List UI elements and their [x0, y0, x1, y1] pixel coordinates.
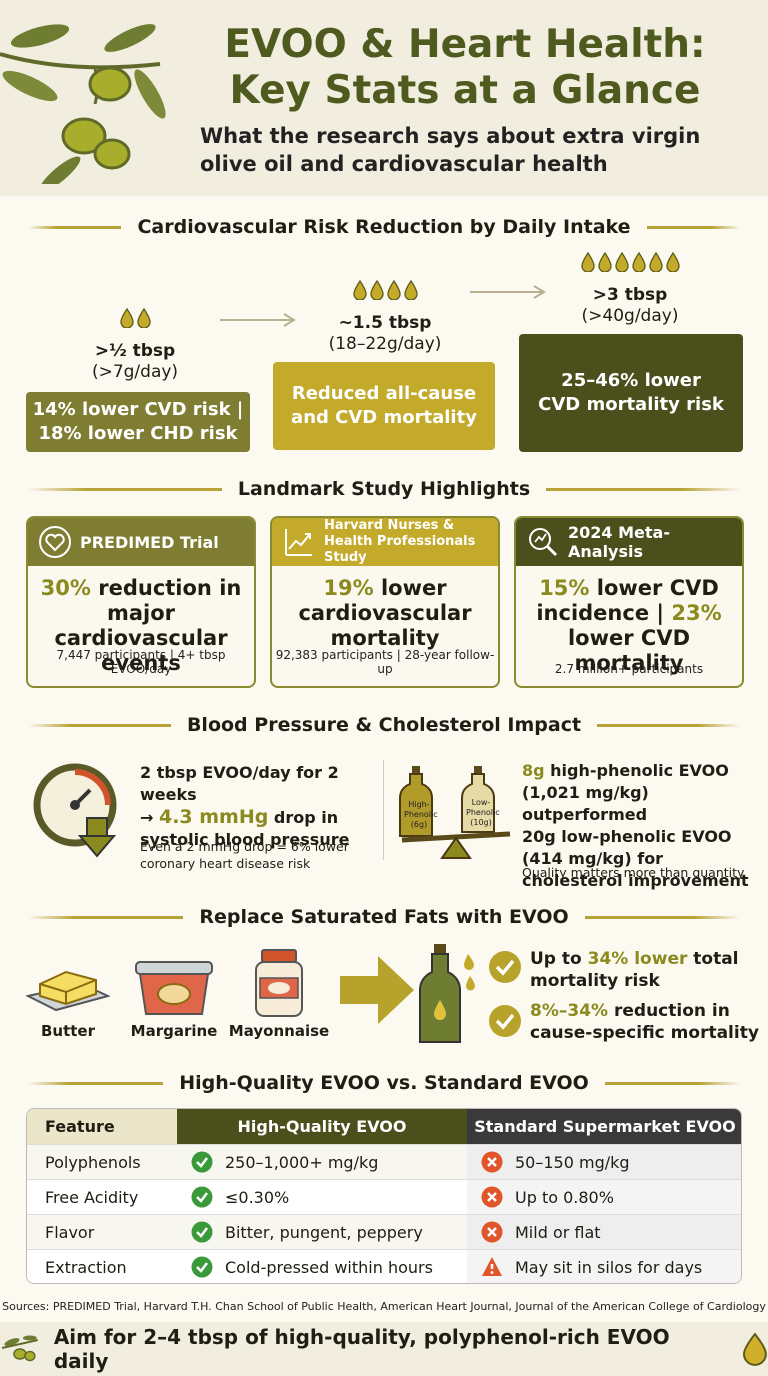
intake-amount-1: >½ tbsp — [94, 341, 176, 361]
oil-drop-icon — [352, 280, 367, 300]
oil-drop-icon — [386, 280, 401, 300]
intake-amount-2: ~1.5 tbsp — [338, 313, 432, 333]
comparison-table: Feature High-Quality EVOO Standard Super… — [26, 1108, 742, 1284]
oil-drop-icon — [743, 1332, 768, 1366]
study-result: 19% lower cardiovascular mortality — [298, 576, 472, 650]
heart-icon — [39, 526, 71, 558]
warning-icon — [482, 1257, 502, 1276]
check-circle-icon — [191, 1186, 213, 1208]
trend-chart-icon — [285, 529, 312, 556]
table-row: Extraction Cold-pressed within hours May… — [27, 1249, 741, 1283]
page-title: EVOO & Heart Health: Key Stats at a Glan… — [224, 22, 706, 113]
check-circle-icon — [191, 1221, 213, 1243]
check-circle-icon — [489, 1005, 521, 1037]
study-footer: 2.7 million+ participants — [554, 662, 704, 676]
drops-level-1 — [80, 308, 190, 328]
footer-text: Aim for 2–4 tbsp of high-quality, polyph… — [53, 1325, 670, 1373]
check-circle-icon — [191, 1151, 213, 1173]
intake-grams-3: (>40g/day) — [581, 306, 679, 326]
cholesterol-note: Quality matters more than quantity — [522, 865, 745, 880]
balance-scale-icon — [399, 766, 511, 859]
cholesterol-result-text: 8g high-phenolic EVOO (1,021 mg/kg) outp… — [522, 761, 749, 890]
bp-note: Even a 2 mmHg drop = 6% lower coronary h… — [140, 839, 349, 871]
check-circle-icon — [191, 1256, 213, 1278]
study-result: 30% reduction in major cardiovascular ev… — [40, 576, 242, 675]
gauge-icon — [33, 763, 117, 858]
oil-drop-icon — [614, 252, 629, 272]
section-heading-intake: Cardiovascular Risk Reduction by Daily I… — [0, 212, 768, 242]
food-label-margarine: Margarine — [130, 1022, 218, 1040]
study-footer: 7,447 participants | 4+ tbsp EVOO/day — [56, 648, 226, 676]
x-circle-icon — [481, 1221, 503, 1243]
x-circle-icon — [481, 1186, 503, 1208]
oil-drop-icon — [631, 252, 646, 272]
food-label-butter: Butter — [40, 1022, 96, 1040]
oil-drop-icon — [597, 252, 612, 272]
margarine-icon — [135, 961, 213, 1015]
benefit-total-mortality: Up to 34% lower total mortality risk — [530, 949, 739, 991]
arrow-right-icon — [220, 313, 296, 327]
oil-drop-icon — [403, 280, 418, 300]
study-card-meta-analysis: 2024 Meta-Analysis 15% lower CVD inciden… — [514, 516, 744, 688]
butter-icon — [26, 970, 110, 1012]
drops-level-2 — [330, 280, 440, 300]
footer-banner: Aim for 2–4 tbsp of high-quality, polyph… — [0, 1322, 768, 1376]
magnifier-chart-icon — [529, 528, 558, 557]
study-card-harvard: Harvard Nurses & Health Professionals St… — [270, 516, 500, 688]
oil-drop-icon — [580, 252, 595, 272]
table-row: Free Acidity ≤0.30% Up to 0.80% — [27, 1179, 741, 1215]
food-label-mayonnaise: Mayonnaise — [228, 1022, 330, 1040]
arrow-right-large-icon — [340, 956, 414, 1024]
arrow-right-icon — [470, 285, 546, 299]
olive-branch-icon — [0, 24, 166, 184]
bottle-label-high: High- Phenolic (6g) — [404, 800, 438, 829]
oil-drop-icon — [136, 308, 151, 328]
study-name: PREDIMED Trial — [80, 532, 219, 552]
study-result: 15% lower CVD incidence | 23% lower CVD … — [536, 576, 722, 675]
intake-grams-2: (18–22g/day) — [328, 334, 442, 354]
risk-box-level-3: 25–46% lower CVD mortality risk — [519, 334, 743, 452]
page-subtitle: What the research says about extra virgi… — [200, 124, 701, 176]
intake-amount-3: >3 tbsp — [592, 285, 668, 305]
oil-drop-icon — [665, 252, 680, 272]
oil-drop-icon — [369, 280, 384, 300]
study-name: 2024 Meta-Analysis — [568, 523, 670, 561]
section-heading-studies: Landmark Study Highlights — [0, 474, 768, 504]
bp-result-text: 2 tbsp EVOO/day for 2 weeks → 4.3 mmHg d… — [140, 763, 350, 849]
section-heading-bp: Blood Pressure & Cholesterol Impact — [0, 710, 768, 740]
bottle-label-low: Low- Phenolic (10g) — [466, 798, 500, 827]
divider — [383, 760, 384, 860]
benefit-cause-specific: 8%–34% reduction in cause-specific morta… — [530, 1001, 759, 1043]
oil-drop-icon — [119, 308, 134, 328]
study-name: Harvard Nurses & Health Professionals St… — [324, 518, 476, 565]
table-row: Polyphenols 250–1,000+ mg/kg 50–150 mg/k… — [27, 1144, 741, 1180]
sources-note: Sources: PREDIMED Trial, Harvard T.H. Ch… — [2, 1300, 766, 1313]
x-circle-icon — [481, 1151, 503, 1173]
drops-level-3 — [560, 252, 700, 272]
section-heading-comparison: High-Quality EVOO vs. Standard EVOO — [0, 1068, 768, 1098]
study-card-predimed: PREDIMED Trial 30% reduction in major ca… — [26, 516, 256, 688]
table-row: Flavor Bitter, pungent, peppery Mild or … — [27, 1214, 741, 1250]
oil-drop-icon — [648, 252, 663, 272]
intake-grams-1: (>7g/day) — [91, 362, 179, 382]
mayonnaise-icon — [255, 949, 303, 1017]
olive-branch-small-icon — [1, 1335, 39, 1362]
check-circle-icon — [489, 951, 521, 983]
olive-oil-bottle-icon — [419, 944, 475, 1043]
risk-box-level-1: 14% lower CVD risk | 18% lower CHD risk — [26, 392, 250, 452]
study-footer: 92,383 participants | 28-year follow-up — [275, 648, 495, 676]
section-heading-replace: Replace Saturated Fats with EVOO — [0, 902, 768, 932]
table-header-row: Feature High-Quality EVOO Standard Super… — [27, 1109, 741, 1144]
risk-box-level-2: Reduced all-cause and CVD mortality — [273, 362, 495, 450]
